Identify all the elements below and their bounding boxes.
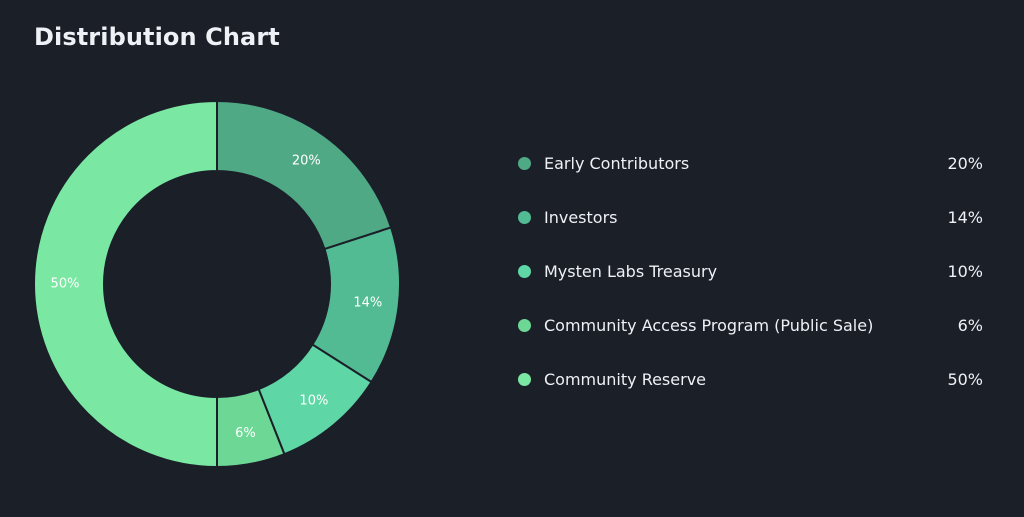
legend-swatch-icon bbox=[518, 318, 531, 332]
chart-legend: Early Contributors 20% Investors 14% Mysten … bbox=[515, 143, 983, 413]
legend-item-early-contributors[interactable]: Early Contributors 20% bbox=[515, 143, 983, 183]
slice-label-early-contributors: 20% bbox=[292, 154, 321, 169]
slice-label-community-reserve: 50% bbox=[51, 277, 80, 292]
legend-value: 10% bbox=[947, 261, 983, 281]
legend-item-community-access-program-public-sale[interactable]: Community Access Program (Public Sale) 6% bbox=[515, 305, 983, 345]
legend-swatch-icon bbox=[518, 156, 531, 170]
legend-value: 6% bbox=[957, 315, 983, 335]
legend-item-investors[interactable]: Investors 14% bbox=[515, 197, 983, 237]
slice-label-mysten-labs-treasury: 10% bbox=[299, 394, 328, 409]
legend-label: Community Access Program (Public Sale) bbox=[544, 315, 874, 335]
legend-label: Community Reserve bbox=[544, 369, 706, 389]
legend-item-community-reserve[interactable]: Community Reserve 50% bbox=[515, 359, 983, 399]
legend-label: Mysten Labs Treasury bbox=[544, 261, 718, 281]
legend-swatch-icon bbox=[518, 210, 531, 224]
legend-label: Early Contributors bbox=[544, 153, 690, 173]
page-title: Distribution Chart bbox=[34, 23, 280, 51]
legend-swatch-icon bbox=[518, 372, 531, 386]
donut-slices bbox=[33, 99, 401, 469]
legend-swatch-icon bbox=[518, 264, 531, 278]
slice-label-investors: 14% bbox=[353, 296, 382, 311]
slice-early-contributors[interactable] bbox=[216, 99, 393, 251]
legend-item-mysten-labs-treasury[interactable]: Mysten Labs Treasury 10% bbox=[515, 251, 983, 291]
slice-label-community-access-program-public-sale: 6% bbox=[235, 426, 256, 441]
legend-value: 20% bbox=[947, 153, 983, 173]
legend-label: Investors bbox=[544, 207, 618, 227]
legend-value: 14% bbox=[947, 207, 983, 227]
legend-value: 50% bbox=[947, 369, 983, 389]
donut-chart: 20% 14% 10% 6% 50% bbox=[33, 99, 401, 469]
donut-slice-labels: 20% 14% 10% 6% 50% bbox=[51, 154, 383, 441]
slice-community-reserve[interactable] bbox=[33, 99, 218, 469]
